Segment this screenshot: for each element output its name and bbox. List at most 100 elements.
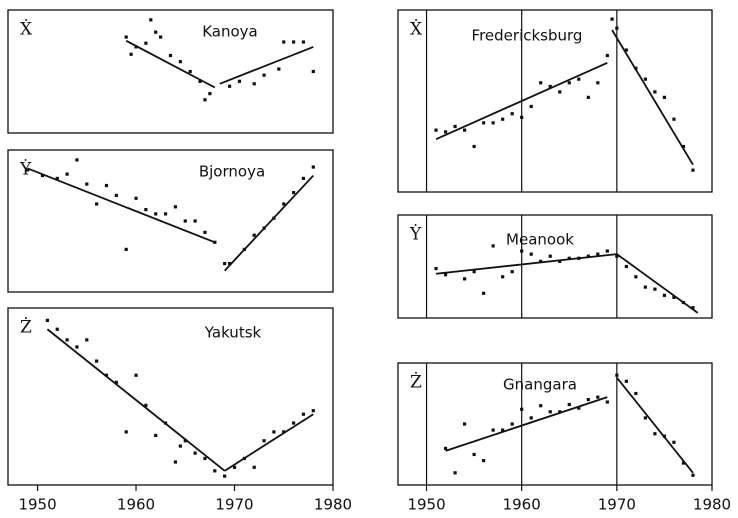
- fit-line: [219, 46, 314, 85]
- data-point: [615, 26, 619, 30]
- data-point: [453, 471, 457, 475]
- data-point: [85, 338, 89, 342]
- data-point: [203, 456, 207, 461]
- data-point: [605, 53, 609, 58]
- x-tick-label: 1980: [693, 496, 731, 514]
- data-point: [75, 345, 79, 349]
- fit-line: [224, 413, 314, 472]
- data-point: [596, 252, 600, 256]
- data-point: [163, 212, 168, 216]
- data-point: [463, 128, 467, 132]
- data-point: [65, 172, 69, 176]
- data-point: [55, 176, 59, 180]
- data-point: [434, 266, 438, 271]
- data-point: [529, 252, 533, 256]
- data-point: [672, 295, 676, 299]
- data-point: [624, 264, 628, 269]
- data-point: [491, 244, 495, 248]
- data-point: [691, 168, 695, 172]
- data-point: [662, 95, 667, 99]
- data-point: [227, 84, 232, 88]
- data-point: [144, 41, 148, 45]
- data-point: [596, 81, 600, 85]
- data-point: [163, 421, 168, 425]
- data-point: [223, 474, 227, 478]
- data-point: [520, 407, 524, 411]
- data-point: [301, 412, 306, 416]
- axis-symbol: Ż: [410, 372, 422, 393]
- data-point: [252, 233, 256, 237]
- data-point: [282, 40, 286, 44]
- data-point: [154, 433, 158, 438]
- data-point: [586, 95, 590, 99]
- data-point: [173, 460, 178, 464]
- panel-frame: [7, 9, 334, 134]
- data-point: [188, 69, 192, 74]
- data-point: [26, 168, 30, 172]
- axis-symbol: Ẋ: [20, 19, 33, 40]
- data-point: [539, 259, 543, 263]
- data-point: [567, 402, 571, 407]
- data-point: [292, 40, 296, 44]
- x-tick-label: 1960: [503, 496, 541, 514]
- data-point: [510, 270, 514, 274]
- fit-line: [46, 328, 226, 472]
- data-point: [252, 465, 256, 469]
- data-point: [129, 52, 133, 56]
- fit-line: [445, 396, 608, 452]
- data-point: [643, 77, 647, 81]
- data-point: [75, 158, 79, 162]
- data-point: [95, 202, 99, 206]
- data-point: [681, 461, 686, 465]
- axis-symbol: Ẏ: [19, 159, 32, 180]
- data-point: [586, 398, 590, 402]
- x-tick-label: 1950: [18, 496, 56, 514]
- panel-frame: [397, 362, 713, 486]
- data-point: [501, 428, 505, 432]
- data-point: [681, 300, 686, 305]
- data-point: [672, 440, 676, 444]
- data-point: [643, 416, 647, 420]
- data-point: [114, 380, 118, 384]
- data-point: [301, 40, 306, 44]
- data-point: [149, 18, 153, 22]
- data-point: [311, 69, 315, 74]
- data-point: [183, 439, 187, 443]
- data-point: [672, 117, 676, 121]
- data-point: [634, 391, 638, 396]
- data-point: [124, 35, 128, 39]
- fit-line: [616, 253, 699, 314]
- data-point: [292, 191, 296, 195]
- data-point: [463, 277, 467, 281]
- data-point: [443, 446, 448, 450]
- data-point: [154, 212, 158, 216]
- data-point: [282, 430, 286, 434]
- data-point: [567, 81, 571, 85]
- data-point: [653, 90, 657, 94]
- data-point: [124, 247, 128, 251]
- data-point: [463, 422, 467, 426]
- panel-title: Yakutsk: [204, 324, 262, 342]
- data-point: [193, 451, 197, 455]
- data-point: [262, 226, 266, 230]
- data-point: [577, 256, 581, 260]
- data-point: [208, 92, 212, 96]
- panel-frame: [7, 149, 334, 293]
- data-point: [624, 48, 628, 52]
- x-tick-label: 1980: [314, 496, 352, 514]
- data-point: [529, 416, 533, 420]
- data-point: [124, 430, 128, 434]
- data-point: [311, 165, 315, 169]
- axis-symbol: Ż: [20, 317, 32, 338]
- data-point: [558, 410, 562, 414]
- data-point: [472, 144, 476, 149]
- data-point: [472, 452, 476, 457]
- data-point: [443, 130, 448, 134]
- data-point: [548, 410, 552, 414]
- data-point: [634, 275, 638, 279]
- data-point: [558, 90, 562, 94]
- data-point: [114, 193, 118, 198]
- fit-line: [611, 29, 694, 166]
- data-point: [653, 287, 657, 291]
